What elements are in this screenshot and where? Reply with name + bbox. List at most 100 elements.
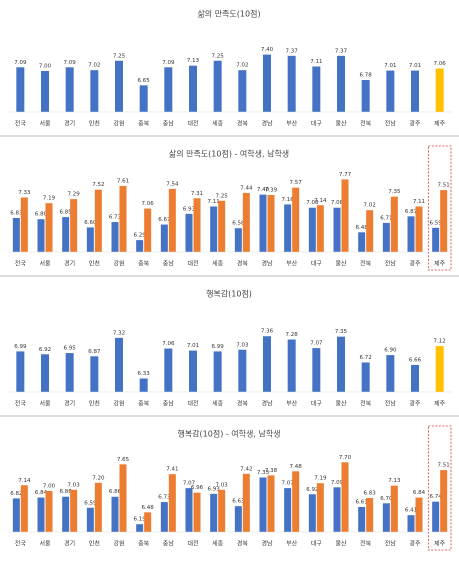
bar (263, 336, 271, 392)
bar (358, 232, 366, 252)
bar (160, 502, 168, 532)
bar (308, 494, 316, 532)
x-tick-label: 경기 (64, 400, 75, 408)
x-tick-label: 전북 (360, 260, 372, 268)
x-tick-label: 대전 (187, 540, 198, 548)
value-label: 7.37 (335, 48, 348, 54)
x-tick-label: 부산 (286, 260, 298, 268)
x-tick-label: 강원 (113, 400, 124, 408)
bar (316, 205, 324, 252)
x-tick-label: 전국 (15, 120, 27, 128)
x-tick-label: 제주 (434, 540, 446, 548)
bar (16, 351, 25, 392)
x-tick-label: 경북 (237, 541, 249, 548)
bar (213, 60, 222, 112)
x-tick-label: 인천 (89, 120, 100, 128)
bar (160, 224, 168, 252)
value-label: 6.92 (306, 487, 318, 493)
bar (168, 474, 176, 532)
value-label: 6.63 (232, 499, 245, 505)
value-label: 7.33 (18, 190, 31, 196)
bar (415, 206, 423, 252)
bar (259, 477, 267, 532)
bar (139, 85, 148, 112)
value-label: 7.40 (257, 187, 270, 193)
value-label: 7.29 (68, 192, 81, 198)
x-tick-label: 울산 (335, 260, 347, 268)
bar (432, 501, 440, 532)
bar (316, 483, 324, 532)
bar (333, 487, 341, 532)
x-tick-label: 대구 (311, 540, 323, 548)
bar (144, 208, 152, 252)
value-label: 6.74 (430, 494, 443, 500)
value-label: 7.41 (166, 467, 178, 473)
x-tick-label: 충북 (138, 260, 150, 268)
value-label: 7.08 (306, 200, 319, 206)
bar (41, 71, 49, 112)
value-label: 7.02 (88, 63, 100, 69)
x-tick-label: 강원 (113, 260, 124, 268)
x-tick-label: 세종 (212, 540, 224, 548)
x-tick-label: 충북 (138, 400, 150, 408)
value-label: 7.01 (409, 63, 421, 69)
value-label: 7.16 (282, 197, 295, 203)
bar (45, 203, 53, 252)
bar (210, 493, 218, 532)
bar (337, 336, 345, 392)
bar (292, 187, 300, 252)
x-tick-label: 강원 (113, 120, 124, 128)
x-tick-label: 제주 (434, 400, 446, 408)
value-label: 7.03 (68, 482, 81, 488)
value-label: 7.11 (310, 59, 322, 65)
bar (70, 199, 78, 252)
x-tick-label: 인천 (89, 400, 100, 408)
value-label: 6.86 (109, 489, 122, 495)
bar (65, 353, 74, 392)
value-label: 6.95 (64, 346, 77, 352)
value-label: 6.61 (356, 499, 368, 505)
bar (382, 503, 390, 532)
value-label: 7.03 (216, 482, 229, 488)
bar (111, 222, 119, 252)
value-label: 7.25 (113, 53, 126, 59)
value-label: 7.70 (339, 455, 352, 461)
bar (312, 348, 321, 392)
value-label: 7.36 (261, 329, 274, 335)
value-label: 7.07 (183, 481, 196, 487)
value-label: 7.03 (236, 342, 249, 348)
value-label: 6.29 (134, 233, 147, 239)
x-tick-label: 대구 (311, 400, 323, 408)
x-tick-label: 전북 (360, 120, 372, 128)
bar (234, 506, 242, 532)
value-label: 6.84 (35, 490, 48, 496)
x-tick-label: 서울 (39, 260, 51, 268)
x-tick-label: 대구 (311, 260, 323, 268)
value-label: 6.67 (158, 217, 171, 223)
bar (366, 497, 374, 532)
x-tick-label: 광주 (409, 401, 421, 408)
bar (144, 512, 152, 532)
value-label: 7.33 (257, 470, 270, 476)
value-label: 6.80 (35, 212, 48, 218)
highlight-box (427, 145, 452, 271)
value-label: 6.92 (39, 347, 51, 353)
value-label: 7.35 (388, 189, 401, 195)
x-tick-label: 전국 (15, 540, 27, 548)
value-label: 7.32 (113, 330, 125, 336)
bar (366, 210, 374, 252)
x-tick-label: 경남 (261, 400, 273, 408)
x-tick-label: 울산 (335, 400, 347, 408)
x-tick-label: 대전 (187, 120, 198, 128)
value-label: 6.48 (142, 505, 155, 511)
x-tick-label: 부산 (286, 400, 298, 408)
x-tick-label: 전남 (385, 540, 397, 548)
bar (86, 507, 94, 532)
bar (382, 222, 390, 252)
bar (341, 462, 349, 532)
value-label: 7.06 (162, 341, 175, 347)
chart-title: 행복감(10점) - 여학생, 남학생 (177, 429, 280, 439)
bar (390, 485, 398, 532)
